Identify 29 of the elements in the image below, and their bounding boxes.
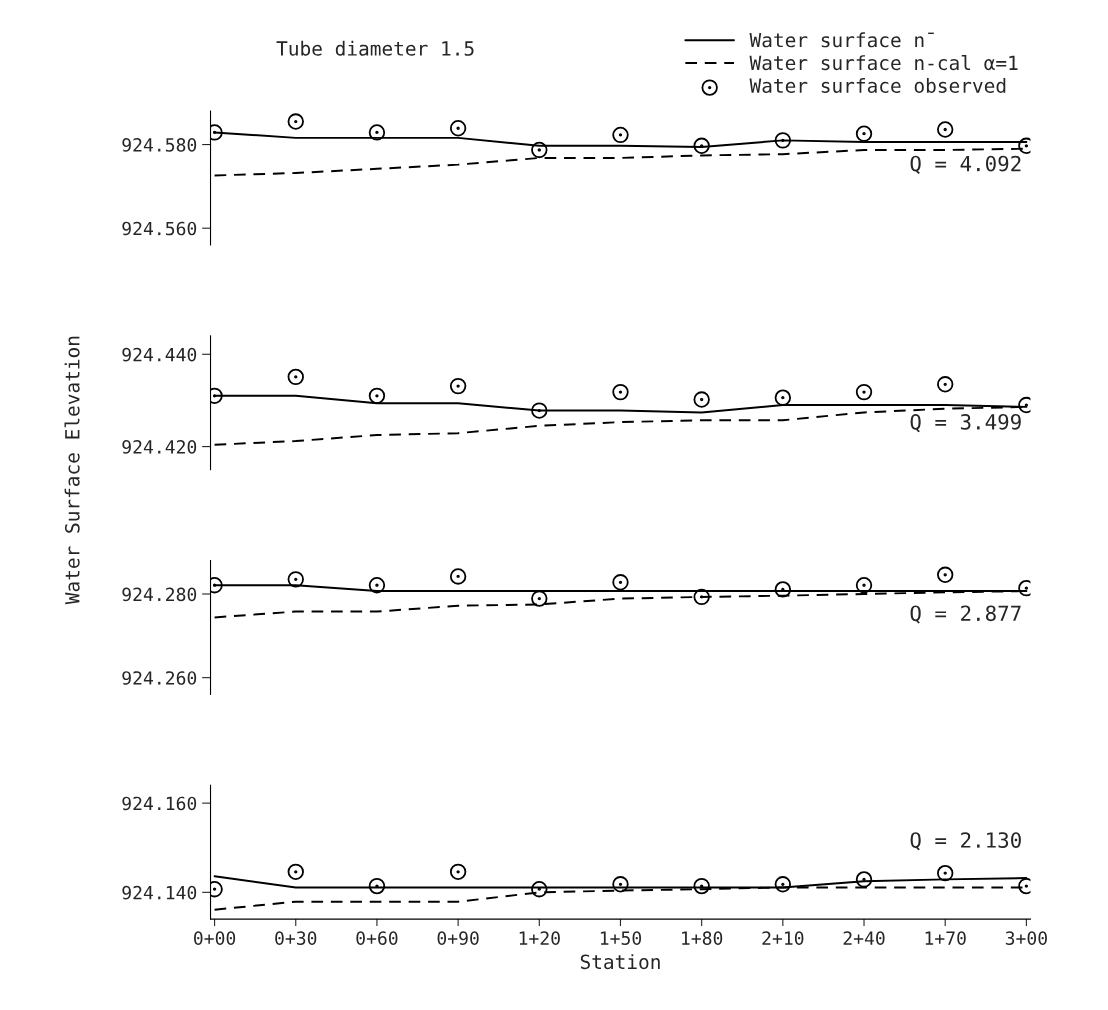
y-tick-label: 924.440 [122, 347, 197, 362]
x-tick-label: 1+80 [682, 931, 723, 945]
y-tick-label: 924.160 [122, 796, 197, 811]
x-tick-label: 0+30 [275, 931, 317, 945]
x-tick-label: 2+10 [762, 931, 804, 945]
x-tick-label: 0+00 [194, 931, 236, 945]
y-tick-label: 924.580 [122, 138, 197, 152]
legend-label: Water surface n-cal α=1 [749, 55, 1018, 71]
y-tick-label: 924.140 [122, 885, 197, 900]
legend-label: Water surface observed [749, 77, 1006, 93]
x-axis-title: Station [580, 954, 660, 970]
x-tick-label: 0+90 [437, 931, 479, 945]
y-tick-label: 924.260 [122, 671, 197, 685]
y-axis-title: Water Surface Elevation [64, 336, 80, 605]
x-tick-label: 1+70 [925, 931, 966, 945]
x-tick-label: 3+00 [1005, 931, 1047, 945]
y-tick-label: 924.420 [122, 440, 197, 454]
x-tick-label: 0+60 [356, 931, 398, 945]
x-tick-label: 1+20 [519, 931, 560, 945]
annotation: Q = 2.877 [910, 605, 1021, 624]
annotation: Q = 2.130 [910, 832, 1021, 851]
x-tick-label: 2+40 [843, 931, 885, 945]
legend-label: Water surface n̄ [749, 32, 934, 48]
x-tick-label: 1+50 [600, 931, 642, 945]
y-tick-label: 924.560 [122, 221, 197, 236]
chart-title: Tube diameter 1.5 [276, 40, 474, 56]
annotation: Q = 3.499 [910, 413, 1021, 433]
y-tick-label: 924.280 [122, 587, 197, 602]
annotation: Q = 4.092 [910, 155, 1021, 174]
